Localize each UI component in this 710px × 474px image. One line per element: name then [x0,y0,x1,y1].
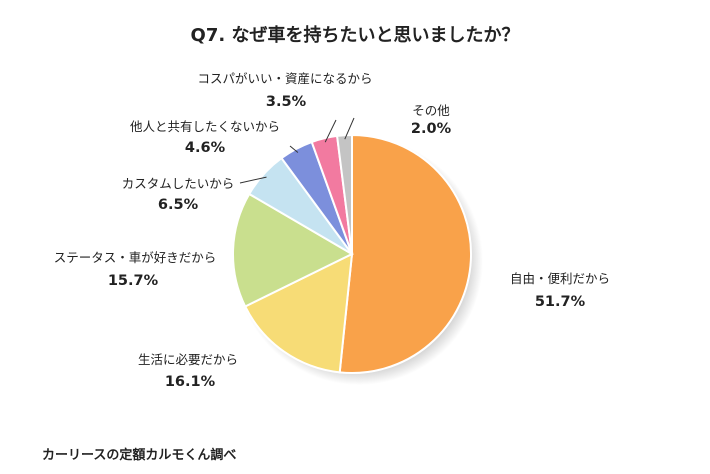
slice-value-status: 15.7% [108,273,159,289]
slice-value-sonota: 2.0% [411,121,452,137]
leader-line-4 [289,145,299,153]
slice-label-sonota: その他 [412,103,450,118]
slice-value-cospa: 3.5% [266,94,307,110]
pie-slice-1 [243,252,354,374]
pie-slice-6 [335,133,353,255]
leader-line-6 [344,117,355,140]
leader-line-3 [239,176,267,184]
slice-label-custom: カスタムしたいから [122,176,235,191]
slice-value-custom: 6.5% [158,197,199,213]
slice-label-cospa: コスパがいい・資産になるから [197,71,372,86]
slice-value-seikatsu: 16.1% [165,374,216,390]
leader-line-5 [324,119,337,143]
leader-lines [239,117,355,184]
slice-label-kyouyuu: 他人と共有したくないから [130,119,280,134]
chart-title: Q7. なぜ車を持ちたいと思いましたか？ [191,24,520,46]
slice-value-kyouyuu: 4.6% [185,140,226,156]
pie-slice-0 [338,133,473,374]
source-note: カーリースの定額カルモくん調べ [42,447,236,463]
pie-slices [232,133,473,374]
slice-value-jiyuu-benri: 51.7% [535,294,586,310]
pie-slice-2 [232,192,355,308]
slice-label-status: ステータス・車が好きだから [54,250,217,265]
slice-label-jiyuu-benri: 自由・便利だから [510,271,610,286]
slice-label-seikatsu: 生活に必要だから [138,352,238,367]
